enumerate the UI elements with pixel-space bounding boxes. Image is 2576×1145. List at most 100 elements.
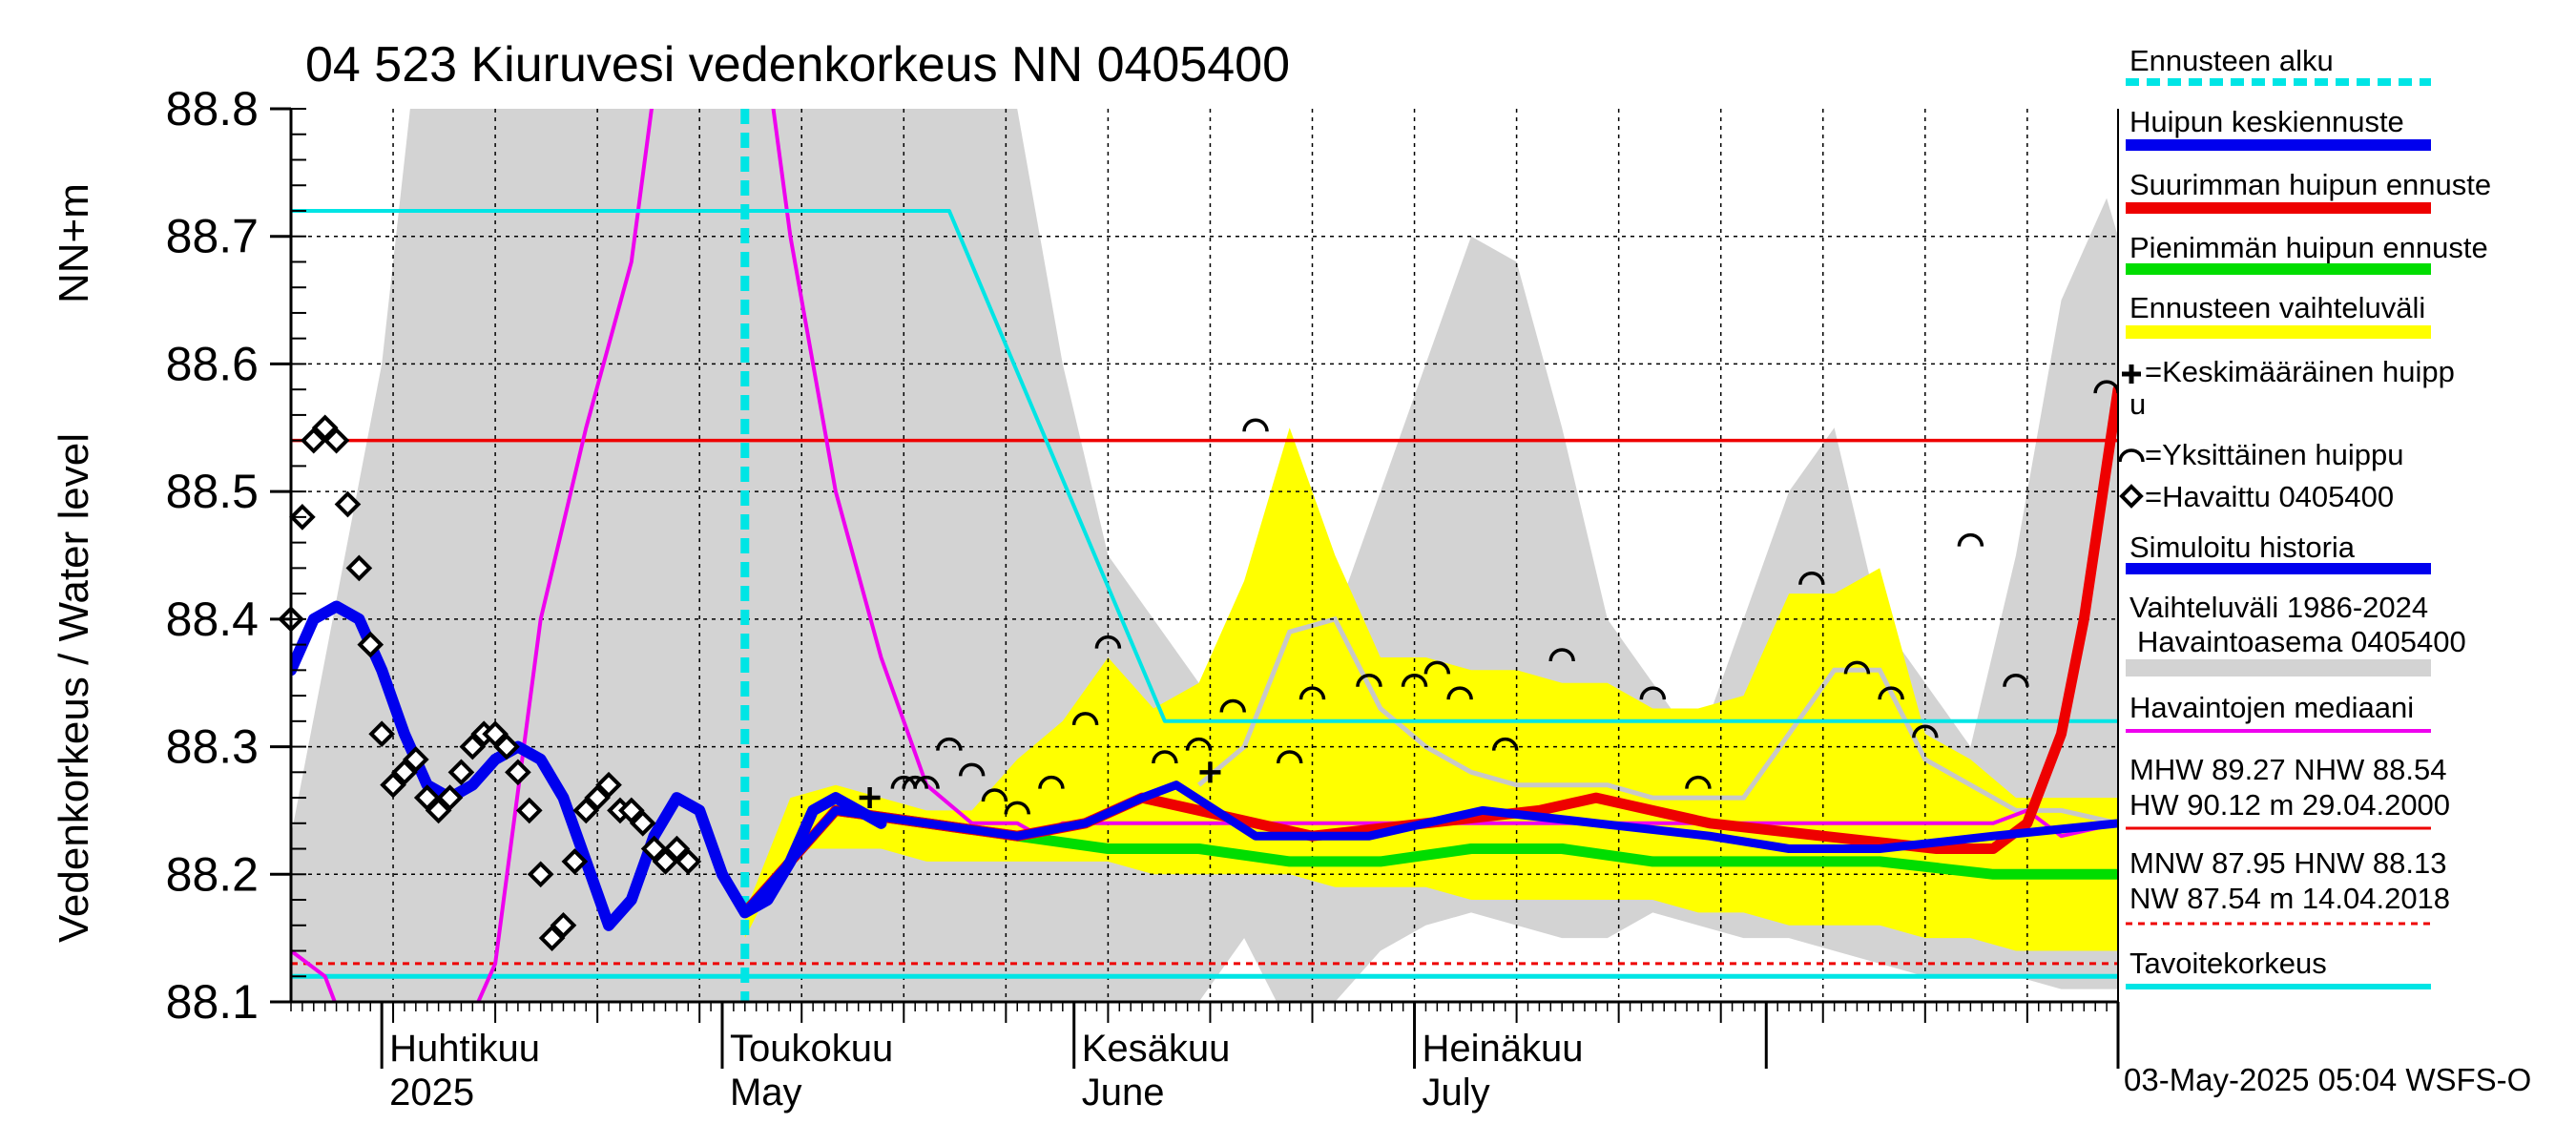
single-peak-marker [1685,775,1712,789]
series-target-line [291,209,2118,723]
single-peak-marker [2003,673,2029,687]
y-tick-label: 88.6 [166,337,259,390]
single-peak-marker [1152,750,1178,764]
month-label-fi: Heinäkuu [1423,1028,1584,1070]
observed-point [300,427,327,454]
y-tick-label: 88.7 [166,210,259,263]
observed-point [527,861,554,888]
diamond-icon [2119,484,2144,509]
chart-title: 04 523 Kiuruvesi vedenkorkeus NN 0405400 [305,37,1290,93]
single-peak-marker [1242,418,1269,432]
series-lines [291,109,2118,1002]
legend-suurin-label: Suurimman huipun ennuste [2129,168,2491,201]
y-tick-labels: 88.1 88.2 88.3 88.4 88.5 88.6 88.7 88.8 [166,82,259,1029]
single-peak-marker [981,788,1008,802]
observed-point [538,925,566,951]
month-label-fi: Huhtikuu [389,1028,540,1070]
observed-point [311,414,339,442]
single-peak-marker [1094,635,1122,649]
observed-point [550,911,577,939]
legend-havaintoasema-label: Havaintoasema 0405400 [2137,625,2466,658]
legend-simuloitu-label: Simuloitu historia [2129,531,2356,564]
observed-point [413,784,441,811]
legend-keskiennuste-label: Huipun keskiennuste [2129,105,2404,138]
gridlines [291,109,2118,1002]
single-peak-marker [936,737,963,751]
month-label-en: July [1423,1072,1490,1114]
series-forecast-mean [740,781,2118,917]
legend-ennusteen-alku-label: Ennusteen alku [2129,44,2334,77]
observed-point [459,733,487,760]
y-tick-label: 88.3 [166,720,259,774]
observed-point [584,784,611,811]
legend-mediaani-label: Havaintojen mediaani [2129,691,2414,724]
observed-markers [278,414,702,951]
single-peak-marker [1446,686,1473,700]
month-label-fi: Kesäkuu [1082,1028,1231,1070]
axes [270,107,2120,1069]
observed-point [322,427,350,454]
single-peak-marker [1423,660,1451,675]
observed-point [368,720,395,748]
single-peak-marker [1548,648,1575,662]
y-axis-label: Vedenkorkeus / Water level [51,433,97,943]
month-label-en: June [1082,1072,1165,1114]
observed-point [380,771,406,799]
observed-point [425,797,452,824]
y-tick-label: 88.1 [166,975,259,1029]
single-peak-marker [1298,686,1326,700]
observed-point [447,759,475,786]
single-peak-marker [1878,686,1904,700]
observed-point [618,797,645,824]
single-peak-marker [1957,532,1984,547]
single-peak-marker [1356,673,1382,687]
month-label-en: 2025 [389,1072,474,1114]
y-tick-label: 88.2 [166,847,259,901]
single-peak-marker [958,762,986,777]
observed-point [403,746,429,773]
legend: Ennusteen alku Huipun keskiennuste Suuri… [2118,44,2491,989]
peak-markers [859,380,2118,815]
timestamp: 03-May-2025 05:04 WSFS-O [2124,1062,2531,1097]
series-median [291,109,2118,1002]
observed-point [640,835,668,863]
reference-lines [291,109,2118,1002]
single-peak-marker [902,775,928,789]
legend-vaihteluvali-label: Ennusteen vaihteluväli [2129,291,2425,324]
plus-icon [2122,364,2141,384]
single-peak-marker [1491,737,1519,751]
observed-point [505,759,531,786]
observed-point [675,848,702,875]
observed-point [515,797,543,824]
observed-point [493,733,520,760]
observed-point [629,809,656,837]
single-peak-marker [913,775,940,789]
mean-peak-marker [1199,761,1221,783]
y-tick-label: 88.5 [166,465,259,518]
observed-point [561,848,589,875]
legend-stats-line1: MHW 89.27 NHW 88.54 [2129,753,2447,786]
observed-point [595,771,622,799]
observed-point [572,797,600,824]
observed-point [436,784,464,811]
observed-point [663,835,691,863]
y-axis-unit: NN+m [51,183,97,303]
single-peak-marker [1038,775,1065,789]
legend-yksittainen-label: =Yksittäinen huippu [2145,438,2403,471]
y-tick-label: 88.4 [166,593,259,646]
observed-point [652,848,679,875]
legend-vaihteluvali-history-label: Vaihteluväli 1986-2024 [2129,591,2428,624]
observed-point [345,554,373,582]
forecast-band-median-line [1196,615,2118,826]
single-peak-marker [1639,686,1667,700]
legend-keskimaarainen-label: =Keskimääräinen huipp [2145,355,2455,388]
arc-peak-icon [2118,448,2145,463]
single-peak-marker [1912,724,1939,739]
y-tick-label: 88.8 [166,82,259,135]
single-peak-marker [1276,750,1303,764]
legend-stats-line4: NW 87.54 m 14.04.2018 [2129,882,2450,915]
observed-point [391,759,418,786]
legend-keskimaarainen-label-cont: u [2129,387,2146,421]
